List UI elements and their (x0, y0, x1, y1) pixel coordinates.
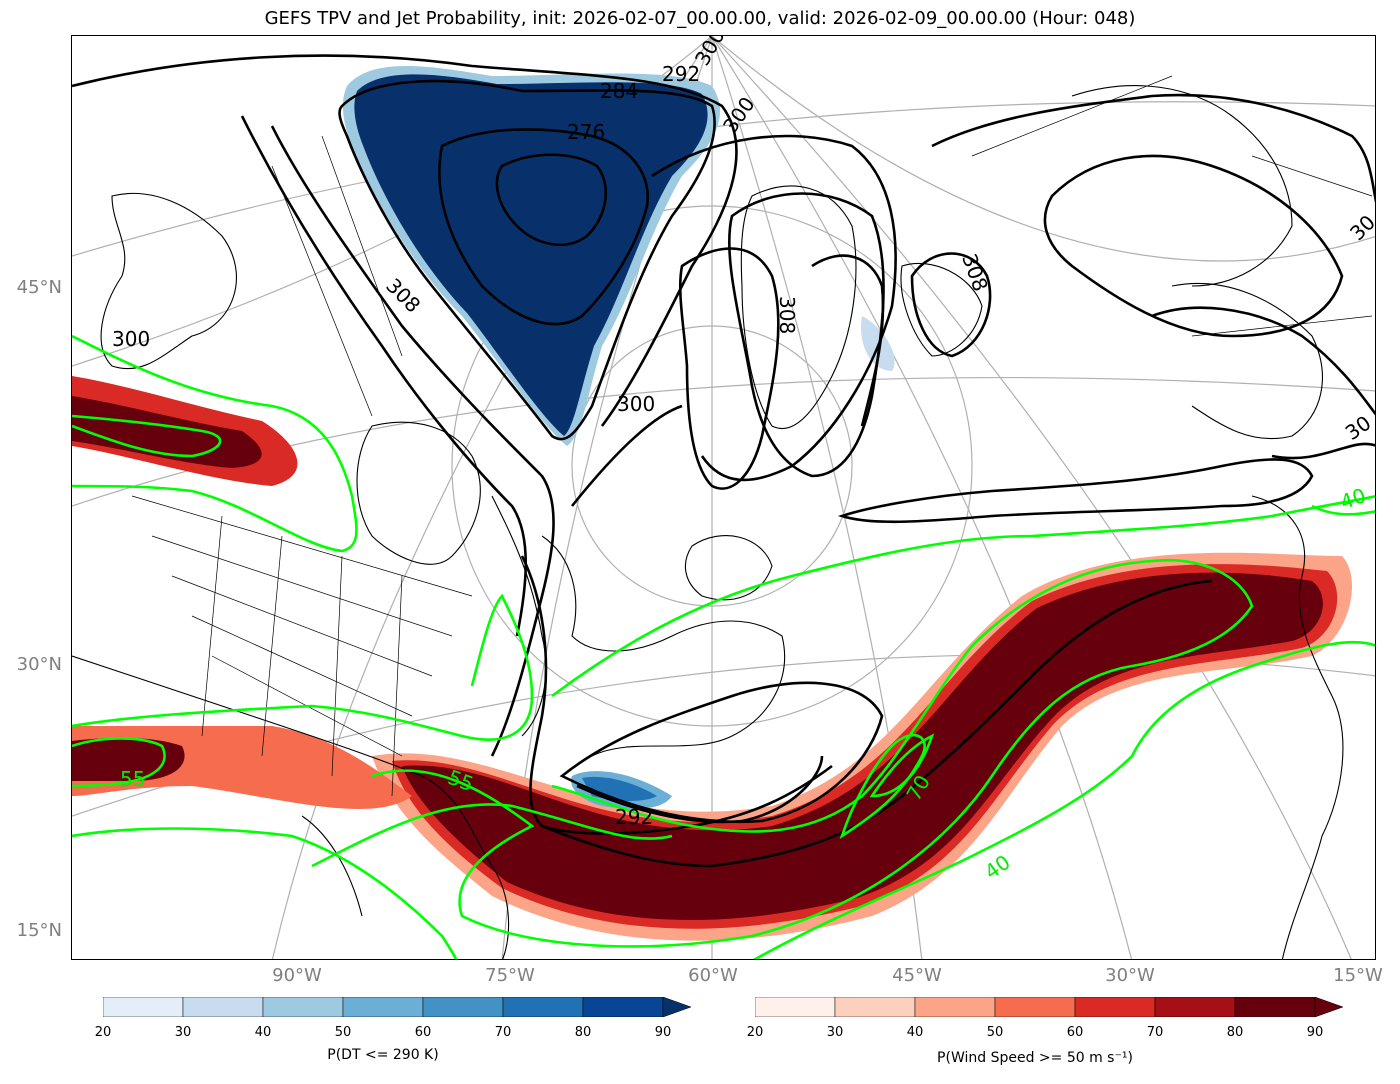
theta-label: 292 (662, 62, 700, 86)
theta-label: 308 (957, 250, 993, 294)
tpv-swatch (342, 996, 424, 1018)
wind-contours (72, 334, 1375, 959)
map-panel: 284 292 300 276 308 300 308 308 300 300 … (71, 35, 1376, 960)
tpv-tick: 70 (494, 1025, 512, 1040)
tpv-swatch (582, 996, 664, 1018)
tpv-colorbar-label: P(DT <= 290 K) (327, 1047, 439, 1063)
lat-label-15n: 15°N (16, 920, 62, 941)
tpv-tick: 80 (574, 1025, 592, 1040)
jet-tick: 50 (986, 1025, 1004, 1040)
jet-extend-arrow (1314, 996, 1344, 1018)
theta-label: 276 (567, 120, 605, 144)
map-canvas: 284 292 300 276 308 300 308 308 300 300 … (72, 36, 1376, 959)
tpv-tick: 90 (654, 1025, 672, 1040)
coastlines (72, 85, 1344, 959)
theta-label: 284 (600, 79, 638, 103)
theta-label: 300 (617, 392, 655, 416)
tpv-extend-arrow (662, 996, 692, 1018)
map-title: GEFS TPV and Jet Probability, init: 2026… (264, 8, 1136, 29)
lon-label-60w: 60°W (688, 965, 738, 986)
tpv-swatch (422, 996, 504, 1018)
theta-contours (72, 54, 1375, 868)
lat-label-30n: 30°N (16, 654, 62, 675)
lon-label-45w: 45°W (892, 965, 942, 986)
jet-swatch (1234, 996, 1316, 1018)
jet-swatch (754, 996, 836, 1018)
theta-label: 308 (775, 296, 799, 334)
jet-tick: 60 (1066, 1025, 1084, 1040)
tpv-tick: 30 (174, 1025, 192, 1040)
jet-colorbar-label: P(Wind Speed >= 50 m s⁻¹) (937, 1050, 1133, 1066)
jet-swatch (834, 996, 916, 1018)
tpv-swatch (502, 996, 584, 1018)
lon-label-75w: 75°W (485, 965, 535, 986)
tpv-colorbar-swatches (102, 996, 692, 1018)
tpv-tick: 50 (334, 1025, 352, 1040)
lon-label-30w: 30°W (1105, 965, 1155, 986)
wind-label: 55 (120, 767, 145, 791)
wind-label: 40 (980, 850, 1015, 884)
jet-tick: 80 (1226, 1025, 1244, 1040)
tpv-swatch (262, 996, 344, 1018)
theta-label: 308 (381, 273, 425, 317)
jet-tick: 20 (746, 1025, 764, 1040)
jet-tick: 30 (826, 1025, 844, 1040)
lon-label-90w: 90°W (272, 965, 322, 986)
jet-colorbar (754, 996, 1355, 1018)
jet-swatch (1154, 996, 1236, 1018)
state-borders (131, 75, 1373, 797)
tpv-probability-shading (342, 66, 895, 809)
jet-tick: 40 (906, 1025, 924, 1040)
tpv-swatch (182, 996, 264, 1018)
graticule (72, 36, 1375, 959)
lat-label-45n: 45°N (16, 277, 62, 298)
jet-swatch (1074, 996, 1156, 1018)
tpv-tick: 60 (414, 1025, 432, 1040)
jet-swatch (914, 996, 996, 1018)
lon-label-15w: 15°W (1333, 965, 1383, 986)
theta-label: 300 (112, 327, 150, 351)
wind-label: 40 (1337, 483, 1369, 514)
jet-tick: 90 (1306, 1025, 1324, 1040)
theta-label: 292 (615, 805, 653, 829)
tpv-colorbar (102, 996, 703, 1018)
theta-label: 30 (1341, 411, 1376, 445)
jet-colorbar-swatches (754, 996, 1344, 1018)
tpv-tick: 20 (94, 1025, 112, 1040)
tpv-tick: 40 (254, 1025, 272, 1040)
tpv-swatch (102, 996, 184, 1018)
theta-label: 30 (1345, 210, 1376, 245)
theta-label: 300 (718, 92, 760, 137)
jet-tick: 70 (1146, 1025, 1164, 1040)
jet-swatch (994, 996, 1076, 1018)
